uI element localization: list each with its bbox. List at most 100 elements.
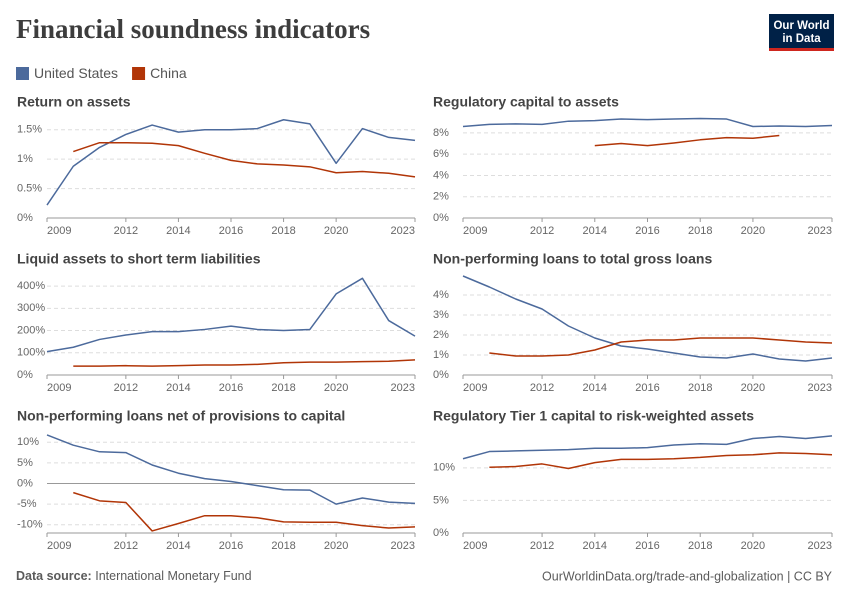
x-tick-label: 2009 bbox=[463, 225, 487, 237]
x-tick-label: 2023 bbox=[391, 540, 415, 552]
x-tick-label: 2012 bbox=[114, 540, 138, 552]
x-tick-label: 2020 bbox=[324, 540, 348, 552]
x-tick-label: 2012 bbox=[530, 382, 554, 394]
x-tick-label: 2018 bbox=[688, 540, 712, 552]
y-tick-label: 2% bbox=[433, 191, 449, 203]
x-tick-label: 2016 bbox=[635, 382, 659, 394]
y-tick-label: 8% bbox=[433, 127, 449, 139]
series-line bbox=[46, 119, 416, 206]
x-tick-label: 2009 bbox=[47, 225, 71, 237]
series-line bbox=[594, 134, 780, 147]
x-tick-label: 2014 bbox=[583, 540, 607, 552]
x-tick-label: 2014 bbox=[166, 382, 190, 394]
series-line bbox=[462, 117, 833, 128]
y-tick-label: 100% bbox=[17, 347, 45, 359]
x-tick-label: 2020 bbox=[324, 382, 348, 394]
x-tick-label: 2009 bbox=[47, 382, 71, 394]
x-tick-label: 2016 bbox=[219, 540, 243, 552]
logo-box bbox=[769, 14, 834, 50]
x-tick-label: 2014 bbox=[583, 225, 607, 237]
y-tick-label: 0.5% bbox=[17, 182, 42, 194]
y-tick-label: 5% bbox=[433, 494, 449, 506]
panel: Regulatory capital to assets 0% 2% 4% 6% 8% 20… bbox=[433, 94, 833, 237]
x-tick-label: 2018 bbox=[271, 382, 295, 394]
x-tick-label: 2020 bbox=[741, 225, 765, 237]
panel-title: Return on assets bbox=[17, 94, 131, 110]
y-tick-label: 6% bbox=[433, 148, 449, 160]
x-tick-label: 2012 bbox=[530, 225, 554, 237]
series-line bbox=[73, 491, 416, 532]
legend-label: United States bbox=[34, 65, 118, 81]
y-tick-label: 1% bbox=[433, 349, 449, 361]
x-tick-label: 2012 bbox=[114, 225, 138, 237]
x-tick-label: 2018 bbox=[688, 225, 712, 237]
x-tick-label: 2023 bbox=[808, 540, 832, 552]
x-tick-label: 2016 bbox=[219, 225, 243, 237]
panel: Non-performing loans to total gross loan… bbox=[433, 251, 833, 394]
panel-title: Regulatory capital to assets bbox=[433, 94, 619, 110]
x-tick-label: 2020 bbox=[741, 540, 765, 552]
panel-title: Non-performing loans net of provisions t… bbox=[17, 408, 345, 424]
panel: Liquid assets to short term liabilities 0… bbox=[17, 251, 416, 394]
legend: United States China bbox=[16, 65, 187, 81]
y-tick-label: 3% bbox=[433, 309, 449, 321]
y-tick-label: 0% bbox=[433, 212, 449, 224]
x-tick-label: 2014 bbox=[166, 540, 190, 552]
logo-text: Our World bbox=[773, 20, 829, 32]
series-line bbox=[73, 359, 416, 367]
x-tick-label: 2023 bbox=[391, 225, 415, 237]
y-tick-label: 2% bbox=[433, 329, 449, 341]
y-tick-label: 0% bbox=[17, 212, 33, 224]
y-tick-label: 300% bbox=[17, 302, 45, 314]
y-tick-label: 1% bbox=[17, 153, 33, 165]
y-tick-label: 4% bbox=[433, 169, 449, 181]
x-tick-label: 2016 bbox=[635, 540, 659, 552]
y-tick-label: 4% bbox=[433, 289, 449, 301]
source-text: International Monetary Fund bbox=[95, 569, 251, 583]
series-line bbox=[73, 141, 416, 178]
x-tick-label: 2023 bbox=[808, 225, 832, 237]
source: Data source: International Monetary Fund bbox=[16, 569, 252, 583]
x-tick-label: 2023 bbox=[808, 382, 832, 394]
x-tick-label: 2014 bbox=[166, 225, 190, 237]
panel-title: Non-performing loans to total gross loan… bbox=[433, 251, 712, 267]
x-tick-label: 2020 bbox=[324, 225, 348, 237]
y-tick-label: 0% bbox=[17, 369, 33, 381]
series-line bbox=[46, 277, 416, 353]
y-tick-label: 10% bbox=[17, 436, 39, 448]
x-tick-label: 2014 bbox=[583, 382, 607, 394]
y-tick-label: -10% bbox=[17, 519, 43, 531]
series-line bbox=[462, 275, 833, 362]
series-line bbox=[462, 435, 833, 460]
y-tick-label: 200% bbox=[17, 324, 45, 336]
series-line bbox=[489, 337, 833, 357]
panel-title: Liquid assets to short term liabilities bbox=[17, 251, 261, 267]
x-tick-label: 2009 bbox=[463, 382, 487, 394]
page-title: Financial soundness indicators bbox=[16, 14, 370, 44]
y-tick-label: -5% bbox=[17, 498, 37, 510]
x-tick-label: 2016 bbox=[219, 382, 243, 394]
x-tick-label: 2009 bbox=[47, 540, 71, 552]
x-tick-label: 2018 bbox=[271, 225, 295, 237]
y-tick-label: 0% bbox=[17, 477, 33, 489]
series-line bbox=[46, 434, 416, 505]
legend-swatch bbox=[16, 67, 29, 80]
source-label: Data source: bbox=[16, 569, 92, 583]
x-tick-label: 2020 bbox=[741, 382, 765, 394]
y-tick-label: 5% bbox=[17, 457, 33, 469]
x-tick-label: 2023 bbox=[391, 382, 415, 394]
y-tick-label: 1.5% bbox=[17, 124, 42, 136]
y-tick-label: 400% bbox=[17, 280, 45, 292]
x-tick-label: 2018 bbox=[688, 382, 712, 394]
y-tick-label: 10% bbox=[433, 462, 455, 474]
legend-swatch bbox=[132, 67, 146, 80]
x-tick-label: 2012 bbox=[530, 540, 554, 552]
x-tick-label: 2016 bbox=[635, 225, 659, 237]
x-tick-label: 2018 bbox=[271, 540, 295, 552]
panel-title: Regulatory Tier 1 capital to risk-weight… bbox=[433, 408, 754, 424]
x-tick-label: 2009 bbox=[463, 540, 487, 552]
credit: OurWorldinData.org/trade-and-globalizati… bbox=[542, 569, 833, 583]
panel: Return on assets 0% 0.5% 1% 1.5% 2009 2012 2014… bbox=[17, 94, 416, 237]
panel: Regulatory Tier 1 capital to risk-weight… bbox=[433, 408, 833, 552]
